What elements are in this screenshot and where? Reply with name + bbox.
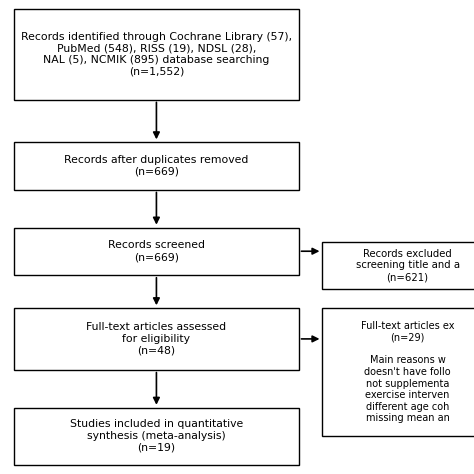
FancyBboxPatch shape (14, 408, 299, 465)
FancyBboxPatch shape (14, 142, 299, 190)
FancyBboxPatch shape (322, 242, 474, 289)
FancyBboxPatch shape (14, 308, 299, 370)
Text: Records excluded
screening title and a
(n=621): Records excluded screening title and a (… (356, 249, 460, 282)
Text: Records identified through Cochrane Library (57),
PubMed (548), RISS (19), NDSL : Records identified through Cochrane Libr… (21, 32, 292, 77)
FancyBboxPatch shape (322, 308, 474, 436)
Text: Full-text articles ex
(n=29)

Main reasons w
doesn't have follo
not supplementa
: Full-text articles ex (n=29) Main reason… (361, 321, 455, 423)
FancyBboxPatch shape (14, 9, 299, 100)
FancyBboxPatch shape (14, 228, 299, 275)
Text: Full-text articles assessed
for eligibility
(n=48): Full-text articles assessed for eligibil… (86, 322, 227, 356)
Text: Studies included in quantitative
synthesis (meta-analysis)
(n=19): Studies included in quantitative synthes… (70, 419, 243, 453)
Text: Records screened
(n=669): Records screened (n=669) (108, 240, 205, 262)
Text: Records after duplicates removed
(n=669): Records after duplicates removed (n=669) (64, 155, 248, 177)
